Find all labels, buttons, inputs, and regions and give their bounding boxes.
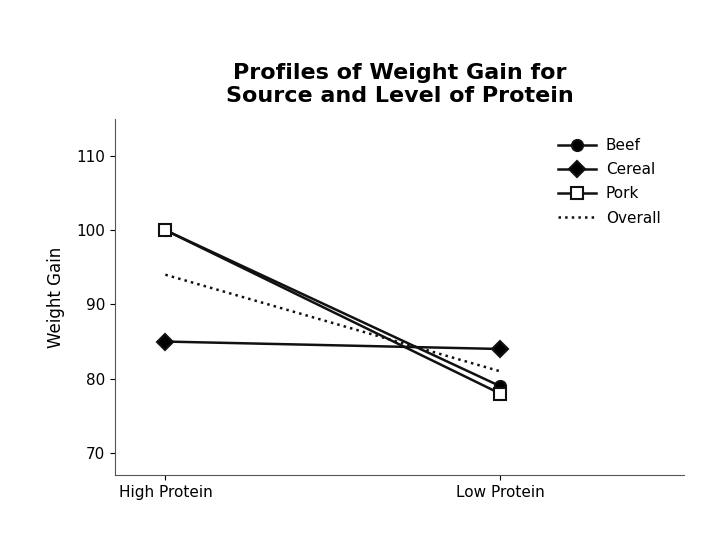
Overall [495, 368, 504, 375]
Beef [161, 227, 170, 233]
Line: Overall: Overall [166, 275, 500, 372]
Title: Profiles of Weight Gain for
Source and Level of Protein: Profiles of Weight Gain for Source and L… [226, 63, 573, 106]
Line: Cereal: Cereal [160, 336, 505, 355]
Legend: Beef, Cereal, Pork, Overall: Beef, Cereal, Pork, Overall [554, 133, 665, 230]
Pork [495, 390, 504, 397]
Beef [495, 383, 504, 389]
Line: Pork: Pork [160, 225, 505, 399]
Pork [161, 227, 170, 233]
Overall [161, 272, 170, 278]
Line: Beef: Beef [160, 225, 505, 392]
Cereal [161, 338, 170, 345]
Cereal [495, 346, 504, 352]
Y-axis label: Weight Gain: Weight Gain [48, 246, 66, 348]
